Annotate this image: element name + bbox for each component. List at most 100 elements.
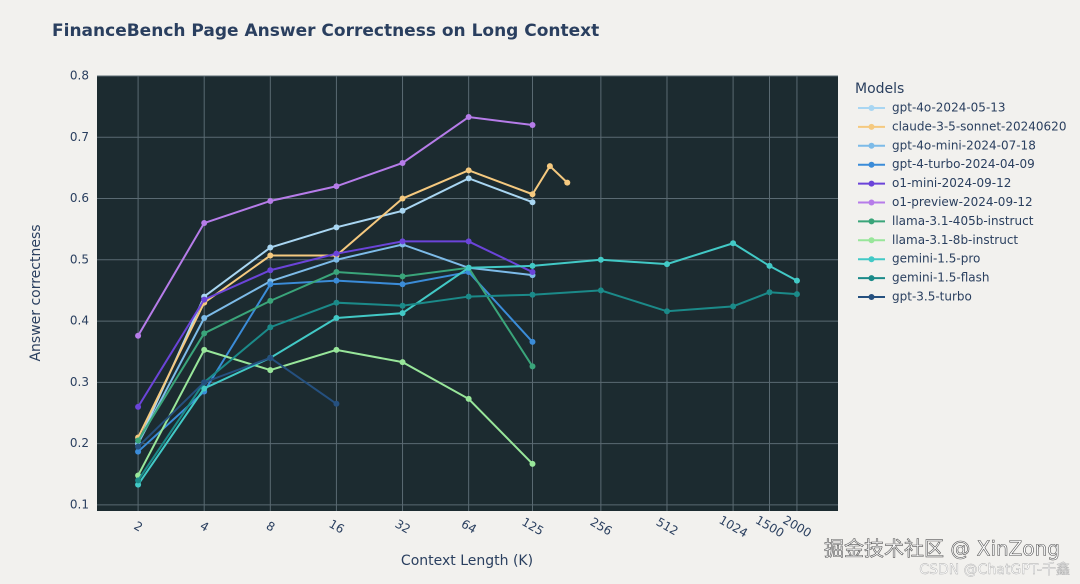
- data-point: [465, 167, 472, 174]
- data-point: [267, 244, 274, 251]
- plot-area: [97, 76, 838, 511]
- data-point: [333, 299, 340, 306]
- data-point: [529, 338, 536, 345]
- legend-marker: [868, 218, 875, 225]
- data-point: [267, 197, 274, 204]
- data-point: [135, 443, 142, 450]
- data-point: [267, 267, 274, 274]
- watermark: CSDN @ChatGPT-千鑫: [919, 561, 1070, 578]
- data-point: [201, 315, 208, 322]
- data-point: [267, 354, 274, 361]
- data-point: [529, 191, 536, 198]
- legend-marker: [868, 180, 875, 187]
- data-point: [564, 179, 571, 186]
- data-point: [465, 293, 472, 300]
- data-point: [399, 273, 406, 280]
- x-tick-label: 1500: [753, 513, 786, 540]
- legend-label: o1-preview-2024-09-12: [892, 195, 1033, 209]
- data-point: [793, 277, 800, 284]
- data-point: [529, 363, 536, 370]
- legend-label: claude-3-5-sonnet-20240620: [892, 119, 1066, 133]
- data-point: [529, 269, 536, 276]
- x-tick-label: 2000: [780, 513, 813, 540]
- data-point: [663, 261, 670, 268]
- data-point: [793, 291, 800, 298]
- y-axis-label: Answer correctness: [28, 224, 44, 361]
- legend-label: gemini-1.5-pro: [892, 252, 980, 266]
- legend-label: llama-3.1-8b-instruct: [892, 233, 1018, 247]
- x-axis-label: Context Length (K): [401, 553, 533, 569]
- x-tick-label: 125: [519, 515, 546, 539]
- x-tick-label: 1024: [717, 513, 750, 540]
- data-point: [201, 220, 208, 227]
- y-tick-label: 0.6: [70, 191, 89, 205]
- data-point: [465, 114, 472, 121]
- data-point: [399, 195, 406, 202]
- legend-label: gemini-1.5-flash: [892, 271, 989, 285]
- data-point: [267, 297, 274, 304]
- x-tick-label: 4: [198, 519, 212, 535]
- data-point: [333, 315, 340, 322]
- legend-label: llama-3.1-405b-instruct: [892, 214, 1034, 228]
- data-point: [546, 163, 553, 170]
- data-point: [529, 122, 536, 129]
- x-tick-label: 8: [264, 519, 278, 535]
- data-point: [135, 448, 142, 455]
- y-tick-label: 0.4: [70, 314, 89, 328]
- data-point: [730, 303, 737, 310]
- y-tick-label: 0.2: [70, 436, 89, 450]
- data-point: [333, 269, 340, 276]
- x-tick-label: 512: [654, 515, 681, 539]
- data-point: [201, 379, 208, 386]
- data-point: [730, 240, 737, 247]
- data-point: [399, 281, 406, 288]
- data-point: [135, 481, 142, 488]
- legend-marker: [868, 237, 875, 244]
- data-point: [333, 346, 340, 353]
- x-tick-label: 256: [588, 515, 615, 539]
- data-point: [529, 262, 536, 269]
- data-point: [333, 250, 340, 257]
- data-point: [135, 437, 142, 444]
- data-point: [465, 264, 472, 271]
- y-tick-label: 0.7: [70, 130, 89, 144]
- data-point: [766, 262, 773, 269]
- data-point: [399, 238, 406, 245]
- y-tick-label: 0.3: [70, 375, 89, 389]
- x-tick-label: 64: [459, 517, 479, 537]
- watermark: 掘金技术社区 @ XinZong: [824, 537, 1060, 561]
- data-point: [465, 238, 472, 245]
- data-point: [399, 207, 406, 214]
- series-line: [137, 289, 798, 481]
- data-point: [333, 256, 340, 263]
- data-point: [465, 395, 472, 402]
- data-point: [399, 359, 406, 366]
- legend-title: Models: [855, 81, 904, 97]
- data-point: [333, 277, 340, 284]
- data-point: [766, 289, 773, 296]
- data-point: [267, 324, 274, 331]
- legend-label: gpt-4o-2024-05-13: [892, 101, 1006, 115]
- x-tick-label: 16: [327, 517, 347, 537]
- legend-marker: [868, 142, 875, 149]
- legend-label: gpt-4o-mini-2024-07-18: [892, 138, 1036, 152]
- x-tick-label: 2: [132, 519, 146, 535]
- data-point: [135, 477, 142, 484]
- data-point: [399, 160, 406, 166]
- data-point: [333, 224, 340, 231]
- legend-label: gpt-4-turbo-2024-04-09: [892, 157, 1035, 171]
- data-point: [267, 367, 274, 374]
- y-tick-label: 0.1: [70, 497, 89, 511]
- data-point: [267, 281, 274, 288]
- legend-marker: [868, 123, 875, 130]
- y-tick-label: 0.5: [70, 252, 89, 266]
- data-point: [529, 460, 536, 467]
- data-point: [201, 330, 208, 337]
- data-point: [529, 199, 536, 206]
- data-point: [529, 291, 536, 298]
- legend-marker: [868, 199, 875, 206]
- legend-label: o1-mini-2024-09-12: [892, 176, 1011, 190]
- data-point: [267, 252, 274, 259]
- chart-title: FinanceBench Page Answer Correctness on …: [52, 21, 599, 41]
